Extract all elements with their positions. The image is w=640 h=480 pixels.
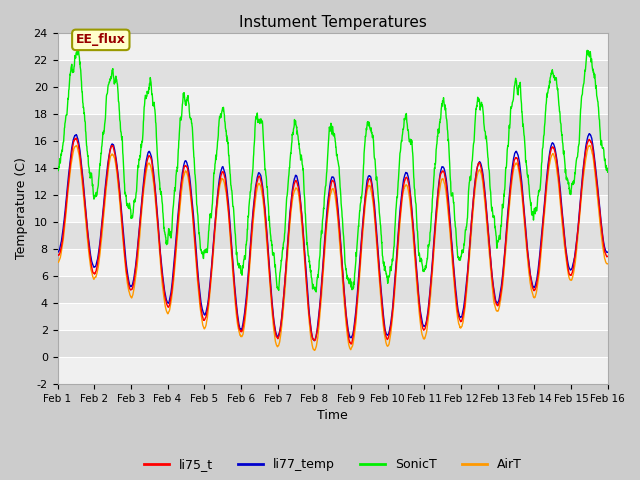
Bar bbox=[58, 357, 607, 384]
Bar bbox=[58, 222, 607, 249]
Bar bbox=[58, 195, 607, 222]
X-axis label: Time: Time bbox=[317, 409, 348, 422]
Bar bbox=[58, 276, 607, 303]
Text: EE_flux: EE_flux bbox=[76, 34, 125, 47]
Title: Instument Temperatures: Instument Temperatures bbox=[239, 15, 426, 30]
Legend: li75_t, li77_temp, SonicT, AirT: li75_t, li77_temp, SonicT, AirT bbox=[139, 453, 526, 476]
Bar bbox=[58, 249, 607, 276]
Bar bbox=[58, 168, 607, 195]
Bar bbox=[58, 33, 607, 60]
Bar bbox=[58, 86, 607, 114]
Bar bbox=[58, 303, 607, 330]
Bar bbox=[58, 141, 607, 168]
Bar bbox=[58, 60, 607, 86]
Bar bbox=[58, 330, 607, 357]
Bar bbox=[58, 114, 607, 141]
Y-axis label: Temperature (C): Temperature (C) bbox=[15, 157, 28, 259]
